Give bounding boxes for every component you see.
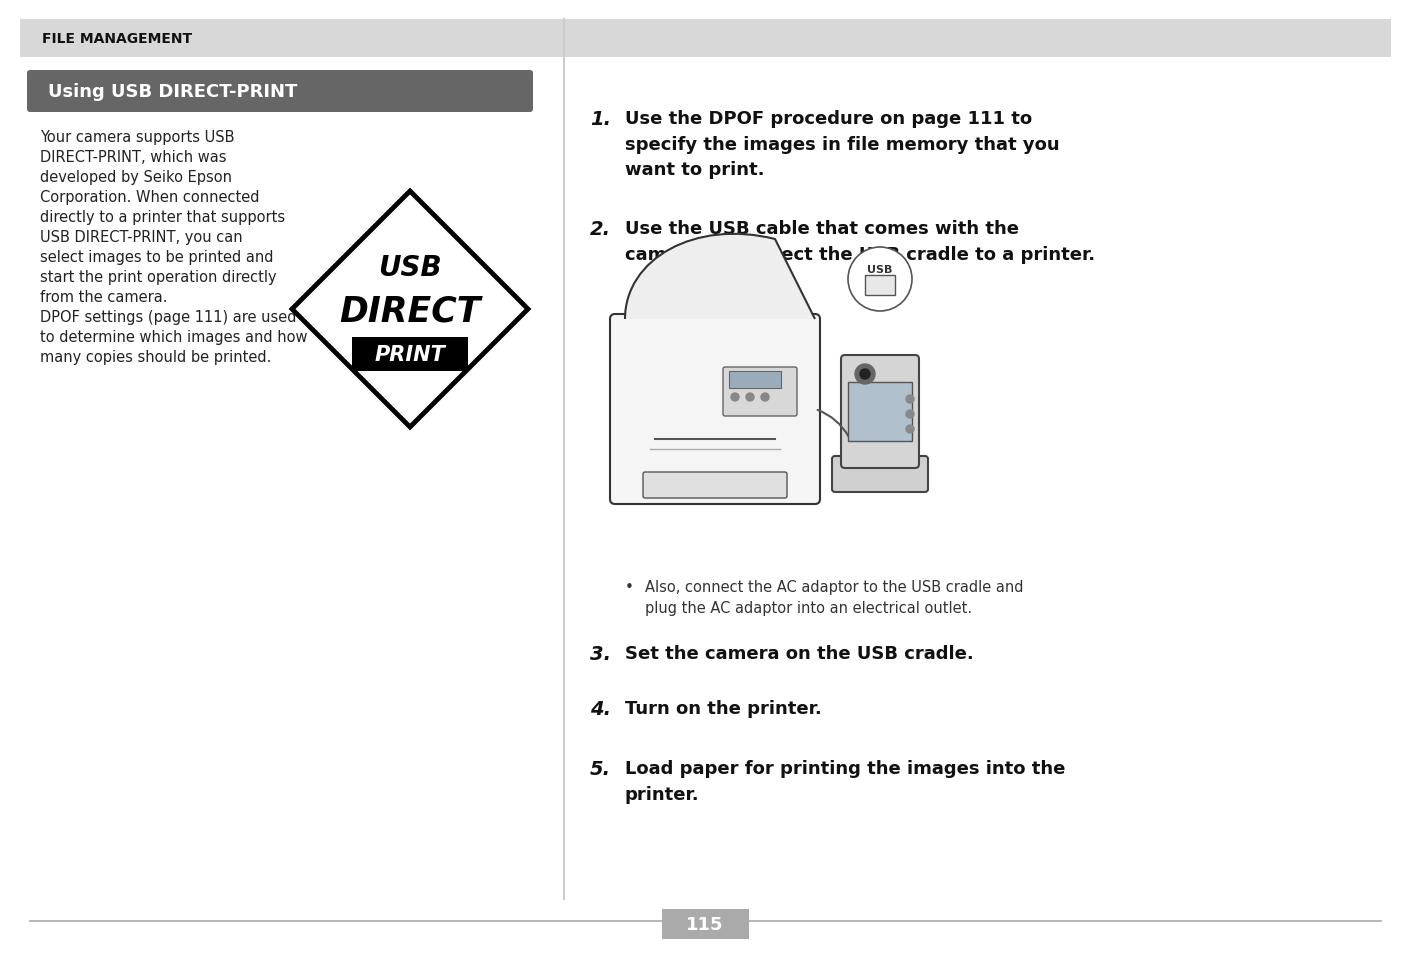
Text: to determine which images and how: to determine which images and how bbox=[40, 330, 308, 345]
Text: start the print operation directly: start the print operation directly bbox=[40, 270, 277, 285]
FancyBboxPatch shape bbox=[848, 382, 912, 441]
FancyBboxPatch shape bbox=[841, 355, 919, 469]
Text: 1.: 1. bbox=[590, 110, 611, 129]
Text: 2.: 2. bbox=[590, 220, 611, 239]
Text: DPOF settings (page 111) are used: DPOF settings (page 111) are used bbox=[40, 310, 296, 325]
PathPatch shape bbox=[625, 234, 816, 319]
Text: 3.: 3. bbox=[590, 644, 611, 663]
FancyBboxPatch shape bbox=[351, 337, 468, 372]
FancyBboxPatch shape bbox=[643, 473, 787, 498]
Text: USB DIRECT-PRINT, you can: USB DIRECT-PRINT, you can bbox=[40, 230, 243, 245]
Circle shape bbox=[761, 394, 769, 401]
Text: Using USB DIRECT-PRINT: Using USB DIRECT-PRINT bbox=[48, 83, 298, 101]
Text: PRINT: PRINT bbox=[374, 345, 446, 365]
FancyBboxPatch shape bbox=[722, 368, 797, 416]
Text: developed by Seiko Epson: developed by Seiko Epson bbox=[40, 170, 231, 185]
Text: USB: USB bbox=[868, 265, 893, 274]
Text: Also, connect the AC adaptor to the USB cradle and
plug the AC adaptor into an e: Also, connect the AC adaptor to the USB … bbox=[645, 579, 1023, 616]
Circle shape bbox=[848, 248, 912, 312]
Text: Load paper for printing the images into the
printer.: Load paper for printing the images into … bbox=[625, 760, 1065, 802]
Text: select images to be printed and: select images to be printed and bbox=[40, 250, 274, 265]
Text: USB: USB bbox=[378, 253, 442, 282]
Circle shape bbox=[859, 370, 871, 379]
Text: Use the DPOF procedure on page 111 to
specify the images in file memory that you: Use the DPOF procedure on page 111 to sp… bbox=[625, 110, 1060, 179]
FancyBboxPatch shape bbox=[662, 909, 749, 939]
Circle shape bbox=[906, 395, 914, 403]
FancyBboxPatch shape bbox=[610, 314, 820, 504]
FancyBboxPatch shape bbox=[20, 20, 1391, 58]
Text: Turn on the printer.: Turn on the printer. bbox=[625, 700, 821, 718]
Text: Set the camera on the USB cradle.: Set the camera on the USB cradle. bbox=[625, 644, 974, 662]
Text: many copies should be printed.: many copies should be printed. bbox=[40, 350, 271, 365]
Text: Your camera supports USB: Your camera supports USB bbox=[40, 130, 234, 145]
Text: Corporation. When connected: Corporation. When connected bbox=[40, 190, 260, 205]
Text: Use the USB cable that comes with the
camera to connect the USB cradle to a prin: Use the USB cable that comes with the ca… bbox=[625, 220, 1095, 263]
Text: directly to a printer that supports: directly to a printer that supports bbox=[40, 210, 285, 225]
Circle shape bbox=[746, 394, 753, 401]
Text: •: • bbox=[625, 579, 634, 595]
Text: DIRECT-PRINT, which was: DIRECT-PRINT, which was bbox=[40, 150, 227, 165]
Text: from the camera.: from the camera. bbox=[40, 290, 168, 305]
FancyBboxPatch shape bbox=[729, 372, 782, 389]
Text: 115: 115 bbox=[686, 915, 724, 933]
Circle shape bbox=[731, 394, 739, 401]
FancyBboxPatch shape bbox=[832, 456, 928, 493]
Circle shape bbox=[906, 411, 914, 418]
FancyBboxPatch shape bbox=[865, 275, 895, 295]
FancyBboxPatch shape bbox=[27, 71, 533, 112]
Text: FILE MANAGEMENT: FILE MANAGEMENT bbox=[42, 32, 192, 46]
Circle shape bbox=[855, 365, 875, 385]
Polygon shape bbox=[292, 192, 528, 428]
Text: DIRECT: DIRECT bbox=[339, 294, 481, 329]
Circle shape bbox=[906, 426, 914, 434]
Text: 5.: 5. bbox=[590, 760, 611, 779]
Text: 4.: 4. bbox=[590, 700, 611, 719]
